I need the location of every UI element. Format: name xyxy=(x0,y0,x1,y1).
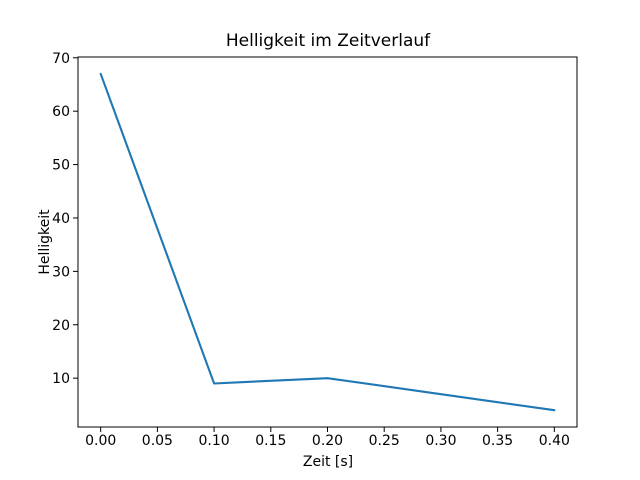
plot-area-border xyxy=(77,56,578,428)
x-axis-ticks: 0.00 0.05 0.10 0.15 0.20 0.25 0.30 0.35 0.40 xyxy=(85,427,570,449)
x-tick-label: 0.20 xyxy=(312,433,343,449)
y-tick-label: 10 xyxy=(52,371,70,387)
x-axis-label: Zeit [s] xyxy=(302,454,354,470)
chart-title: Helligkeit im Zeitverlauf xyxy=(225,31,431,51)
y-tick-label: 50 xyxy=(52,158,70,174)
y-tick-label: 70 xyxy=(52,51,70,67)
y-tick-label: 20 xyxy=(52,318,70,334)
x-tick-label: 0.10 xyxy=(199,433,230,449)
x-tick-label: 0.35 xyxy=(482,433,513,449)
x-tick-label: 0.25 xyxy=(369,433,400,449)
x-tick-label: 0.05 xyxy=(142,433,173,449)
y-tick-label: 60 xyxy=(52,104,70,120)
y-axis-ticks: 10 20 30 40 50 60 70 xyxy=(52,51,78,387)
data-line-helligkeit xyxy=(99,72,556,412)
y-axis-label: Helligkeit xyxy=(37,209,53,275)
y-tick-label: 40 xyxy=(52,211,70,227)
x-tick-label: 0.40 xyxy=(539,433,570,449)
x-tick-label: 0.15 xyxy=(255,433,286,449)
x-tick-label: 0.00 xyxy=(85,433,116,449)
y-tick-label: 30 xyxy=(52,264,70,280)
x-tick-label: 0.30 xyxy=(425,433,456,449)
